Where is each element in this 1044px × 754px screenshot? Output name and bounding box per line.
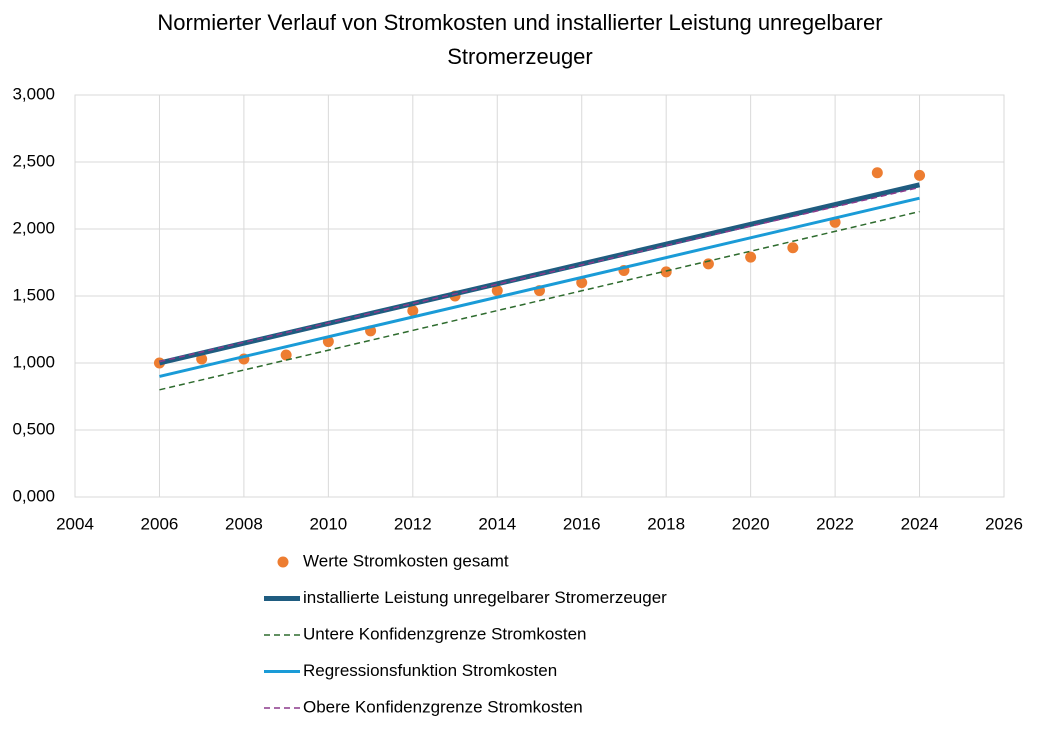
x-tick-label: 2022 xyxy=(816,514,854,533)
x-tick-label: 2024 xyxy=(901,514,939,533)
y-tick-label: 2,500 xyxy=(12,151,55,170)
chart-title: Normierter Verlauf von Stromkosten und i… xyxy=(157,10,882,35)
data-point xyxy=(702,258,714,270)
x-tick-label: 2006 xyxy=(141,514,179,533)
data-point xyxy=(407,305,419,317)
y-tick-label: 1,500 xyxy=(12,285,55,304)
legend-label: Obere Konfidenzgrenze Stromkosten xyxy=(303,697,583,716)
data-point xyxy=(871,167,883,179)
x-tick-label: 2026 xyxy=(985,514,1023,533)
x-tick-label: 2012 xyxy=(394,514,432,533)
x-tick-label: 2018 xyxy=(647,514,685,533)
data-point xyxy=(914,169,926,181)
x-tick-label: 2016 xyxy=(563,514,601,533)
line-series xyxy=(159,210,920,391)
y-tick-label: 0,000 xyxy=(12,486,55,505)
x-tick-label: 2014 xyxy=(478,514,516,533)
y-tick-label: 2,000 xyxy=(12,218,55,237)
legend-label: Untere Konfidenzgrenze Stromkosten xyxy=(303,624,587,643)
legend-label: Regressionsfunktion Stromkosten xyxy=(303,661,557,680)
x-tick-label: 2010 xyxy=(309,514,347,533)
y-tick-label: 1,000 xyxy=(12,352,55,371)
chart-title: Stromerzeuger xyxy=(447,44,593,69)
line-series xyxy=(159,196,920,378)
data-point xyxy=(280,349,292,361)
legend-marker xyxy=(277,556,289,568)
data-point xyxy=(745,251,757,263)
y-tick-label: 3,000 xyxy=(12,84,55,103)
x-tick-label: 2008 xyxy=(225,514,263,533)
legend-label: installierte Leistung unregelbarer Strom… xyxy=(303,588,667,607)
legend-label: Werte Stromkosten gesamt xyxy=(303,551,509,570)
data-point xyxy=(491,285,503,297)
data-point xyxy=(576,277,588,289)
x-tick-label: 2020 xyxy=(732,514,770,533)
y-tick-label: 0,500 xyxy=(12,419,55,438)
x-tick-label: 2004 xyxy=(56,514,94,533)
data-point xyxy=(787,242,799,254)
data-point xyxy=(660,266,672,278)
